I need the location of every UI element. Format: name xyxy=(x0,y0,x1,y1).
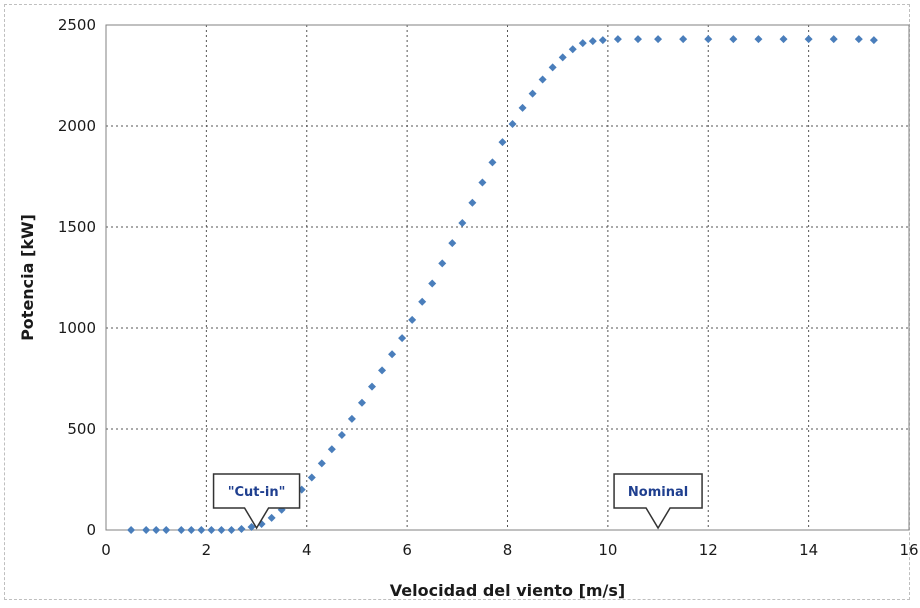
y-tick-label: 2500 xyxy=(58,16,96,34)
data-point xyxy=(779,35,788,44)
x-tick-label: 6 xyxy=(402,541,412,559)
x-tick-label: 10 xyxy=(598,541,617,559)
data-point xyxy=(488,158,497,167)
data-point xyxy=(177,526,186,534)
x-axis-title: Velocidad del viento [m/s] xyxy=(390,581,625,600)
y-tick-labels: 0 500 1000 1500 2000 2500 xyxy=(58,16,96,539)
data-point xyxy=(679,35,688,44)
data-point xyxy=(654,35,663,44)
data-point xyxy=(357,398,366,407)
data-point xyxy=(438,259,447,268)
plot-area-border xyxy=(105,24,910,531)
x-tick-label: 2 xyxy=(202,541,212,559)
x-tick-label: 8 xyxy=(503,541,513,559)
data-point xyxy=(518,103,527,112)
data-point xyxy=(458,218,467,227)
data-point xyxy=(227,526,236,534)
data-point xyxy=(267,513,276,522)
data-point xyxy=(127,526,136,534)
data-point xyxy=(704,35,713,44)
grid xyxy=(106,25,909,530)
cut-in-callout: "Cut-in" xyxy=(212,473,301,530)
data-point xyxy=(568,45,577,54)
data-point xyxy=(197,526,206,534)
x-tick-label: 4 xyxy=(302,541,312,559)
data-point xyxy=(428,279,437,288)
data-point xyxy=(869,36,878,45)
data-point xyxy=(418,297,427,306)
data-point xyxy=(729,35,738,44)
cut-in-callout-label: "Cut-in" xyxy=(228,485,286,500)
data-point xyxy=(207,526,216,534)
nominal-callout-box xyxy=(613,473,703,530)
data-point xyxy=(142,526,151,534)
x-tick-labels: 0 2 4 6 8 10 12 14 16 xyxy=(101,541,918,559)
y-tick-label: 2000 xyxy=(58,117,96,135)
data-point xyxy=(247,522,256,531)
data-point xyxy=(327,445,336,454)
data-point xyxy=(508,119,517,128)
data-point xyxy=(317,459,326,468)
cut-in-callout-box xyxy=(212,473,301,530)
data-point xyxy=(598,36,607,45)
data-point xyxy=(498,138,507,147)
data-point xyxy=(558,53,567,62)
data-point xyxy=(347,414,356,423)
data-point xyxy=(613,35,622,44)
data-point xyxy=(478,178,487,187)
data-point xyxy=(548,63,557,72)
data-point xyxy=(337,431,346,440)
x-tick-label: 0 xyxy=(101,541,111,559)
data-point xyxy=(388,350,397,359)
y-tick-label: 500 xyxy=(67,420,96,438)
data-point xyxy=(152,526,161,534)
data-point xyxy=(854,35,863,44)
data-point xyxy=(187,526,196,534)
x-tick-label: 16 xyxy=(899,541,918,559)
data-point xyxy=(633,35,642,44)
nominal-callout: Nominal xyxy=(613,473,703,530)
y-tick-label: 0 xyxy=(86,521,96,539)
data-point xyxy=(307,473,316,482)
data-point xyxy=(408,315,417,324)
data-point xyxy=(468,198,477,207)
data-point xyxy=(538,75,547,84)
y-tick-label: 1500 xyxy=(58,218,96,236)
scatter-points xyxy=(127,35,878,534)
y-axis-title: Potencia [kW] xyxy=(18,214,37,341)
data-point xyxy=(367,382,376,391)
x-tick-label: 14 xyxy=(799,541,818,559)
data-point xyxy=(804,35,813,44)
data-point xyxy=(754,35,763,44)
y-tick-label: 1000 xyxy=(58,319,96,337)
data-point xyxy=(398,334,407,343)
data-point xyxy=(237,524,246,533)
data-point xyxy=(588,37,597,46)
nominal-callout-label: Nominal xyxy=(628,485,688,500)
data-point xyxy=(378,366,387,375)
data-point xyxy=(162,526,171,534)
data-point xyxy=(578,39,587,48)
x-tick-label: 12 xyxy=(699,541,718,559)
data-point xyxy=(448,239,457,248)
data-point xyxy=(829,35,838,44)
data-point xyxy=(528,89,537,98)
data-point xyxy=(217,526,226,534)
